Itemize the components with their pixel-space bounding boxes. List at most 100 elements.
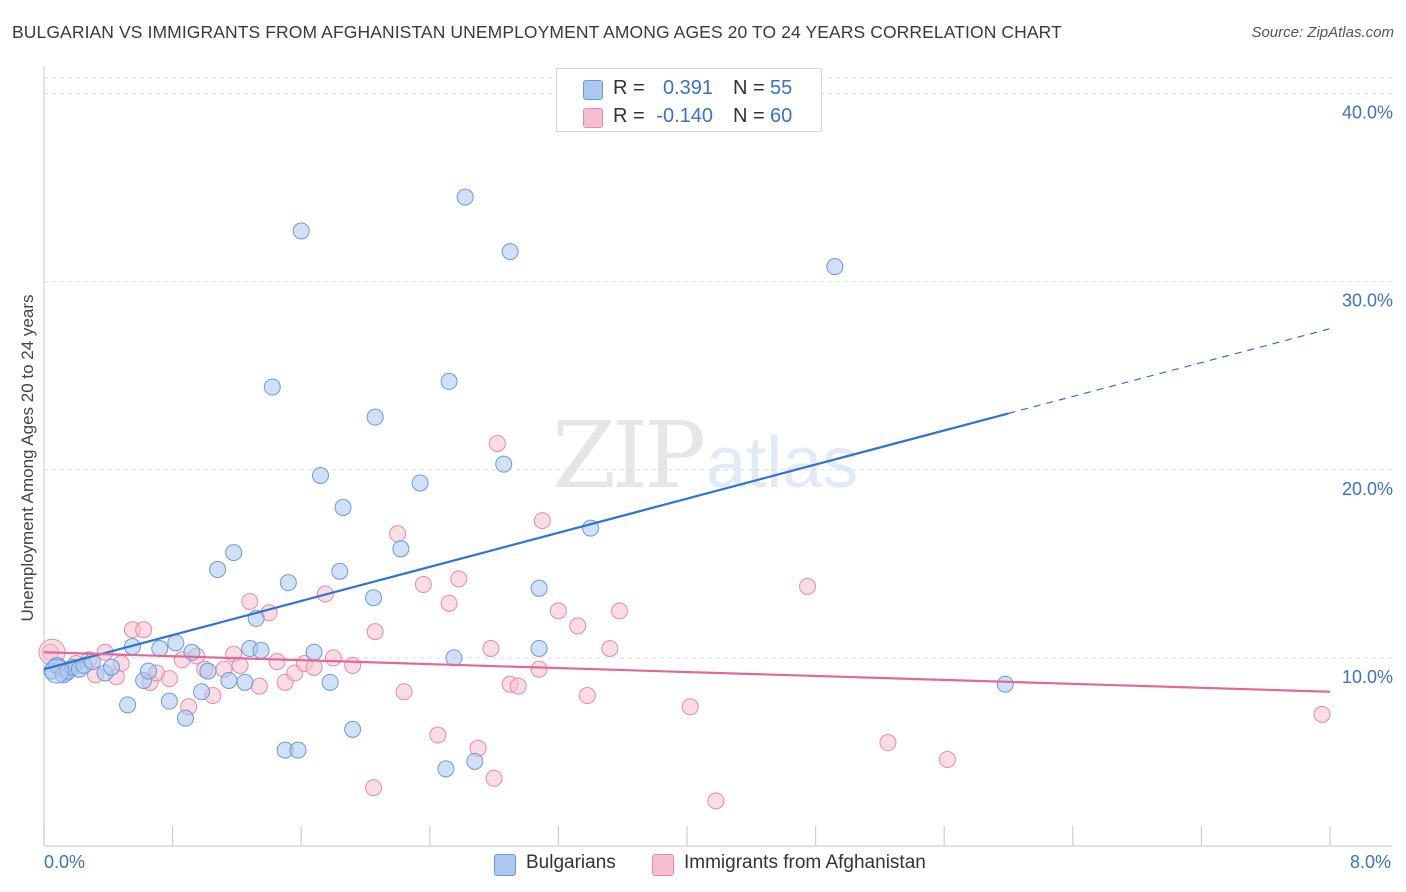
data-point-afghanistan <box>530 660 548 678</box>
data-point-bulgarians <box>305 643 323 661</box>
data-point-bulgarians <box>392 540 410 558</box>
data-point-afghanistan <box>268 653 286 671</box>
trend-line-bulgarians-extension <box>1008 328 1331 414</box>
data-point-bulgarians <box>311 466 329 484</box>
data-point-afghanistan <box>799 577 817 595</box>
legend-n-label: N = <box>733 77 765 99</box>
data-point-bulgarians <box>225 544 243 562</box>
trend-lines <box>43 328 1331 693</box>
data-point-bulgarians <box>466 752 484 770</box>
data-point-bulgarians <box>263 378 281 396</box>
y-tick-label: 30.0% <box>1342 291 1393 311</box>
data-point-bulgarians <box>236 673 254 691</box>
data-point-bulgarians <box>119 696 137 714</box>
y-tick-label: 10.0% <box>1342 667 1393 687</box>
data-point-afghanistan <box>485 769 503 787</box>
data-point-afghanistan <box>549 602 567 620</box>
data-point-bulgarians <box>139 662 157 680</box>
data-point-bulgarians <box>826 258 844 276</box>
data-point-afghanistan <box>533 512 551 530</box>
data-point-bulgarians <box>331 562 349 580</box>
series-afghanistan-points <box>38 434 1331 810</box>
data-point-afghanistan <box>601 640 619 657</box>
data-point-afghanistan <box>1313 705 1331 723</box>
data-point-bulgarians <box>193 683 211 701</box>
legend-n-value: 55 <box>770 77 793 99</box>
data-point-afghanistan <box>231 656 249 674</box>
data-point-afghanistan <box>365 779 383 797</box>
data-point-afghanistan <box>578 687 596 705</box>
data-point-afghanistan <box>488 434 506 452</box>
data-point-afghanistan <box>389 525 407 543</box>
data-point-afghanistan <box>414 576 432 594</box>
data-point-afghanistan <box>440 594 458 612</box>
legend-r-value: 0.391 <box>662 77 713 99</box>
data-point-afghanistan <box>509 677 527 695</box>
correlation-legend: R = 0.391 N = 55 R = -0.140 N = 60 <box>556 68 822 132</box>
data-point-bulgarians <box>209 561 227 578</box>
data-point-bulgarians <box>437 760 455 778</box>
data-point-bulgarians <box>530 640 548 657</box>
y-tick-label: 40.0% <box>1342 103 1393 123</box>
data-point-afghanistan <box>938 750 956 768</box>
y-axis-label: Unemployment Among Ages 20 to 24 years <box>18 294 37 622</box>
data-point-afghanistan <box>610 602 628 620</box>
data-point-bulgarians <box>334 498 352 516</box>
data-point-bulgarians <box>220 671 238 689</box>
data-point-afghanistan <box>135 621 153 639</box>
data-point-bulgarians <box>252 641 270 659</box>
data-point-bulgarians <box>176 709 194 727</box>
data-point-afghanistan <box>366 623 384 641</box>
data-point-afghanistan <box>344 656 362 674</box>
data-point-bulgarians <box>495 455 513 473</box>
data-point-bulgarians <box>456 188 474 206</box>
data-point-bulgarians <box>530 579 548 597</box>
data-point-afghanistan <box>569 617 587 635</box>
data-point-afghanistan <box>429 726 447 744</box>
data-point-afghanistan <box>395 683 413 701</box>
data-point-afghanistan <box>450 570 468 588</box>
data-point-bulgarians <box>365 589 383 607</box>
legend-n-value: 60 <box>770 105 793 127</box>
legend-r-label: R = <box>613 77 645 99</box>
y-tick-label: 20.0% <box>1342 479 1393 499</box>
data-point-bulgarians <box>411 474 429 492</box>
data-point-bulgarians <box>151 640 169 657</box>
legend-row-afghanistan: R = -0.140 N = 60 <box>557 103 821 131</box>
data-point-afghanistan <box>324 649 342 667</box>
legend-label-bulgarians: Bulgarians <box>526 852 616 873</box>
data-point-bulgarians <box>501 243 519 261</box>
data-point-afghanistan <box>707 792 725 810</box>
data-point-bulgarians <box>366 408 384 426</box>
legend-r-label: R = <box>613 105 645 127</box>
data-point-afghanistan <box>879 734 897 752</box>
source-label: Source: ZipAtlas.com <box>1251 24 1394 41</box>
legend-label-afghanistan: Immigrants from Afghanistan <box>684 852 926 873</box>
legend-swatch-pink <box>652 854 674 876</box>
data-point-bulgarians <box>199 662 217 680</box>
legend-swatch-blue <box>494 854 516 876</box>
legend-swatch-pink <box>583 108 603 128</box>
data-point-bulgarians <box>279 574 297 592</box>
data-point-bulgarians <box>440 372 458 390</box>
legend-swatch-blue <box>583 80 603 100</box>
data-point-afghanistan <box>681 698 699 716</box>
x-tick-label-max: 8.0% <box>1350 852 1392 872</box>
x-tick-label-min: 0.0% <box>44 852 86 872</box>
data-point-bulgarians <box>292 222 310 240</box>
data-point-bulgarians <box>996 675 1014 693</box>
trend-line-bulgarians <box>43 412 1009 671</box>
trend-line-afghanistan <box>43 651 1331 693</box>
data-point-afghanistan <box>250 677 268 695</box>
y-tick-labels: 10.0% 20.0% 30.0% 40.0% <box>1342 103 1393 687</box>
data-point-bulgarians <box>167 634 185 652</box>
data-point-afghanistan <box>160 670 178 688</box>
series-bulgarians-points <box>43 188 1014 778</box>
data-point-bulgarians <box>160 692 178 710</box>
data-point-bulgarians <box>445 649 463 667</box>
gridlines <box>44 77 1392 659</box>
axes <box>43 66 1392 847</box>
series-legend: Bulgarians Immigrants from Afghanistan <box>0 852 1406 878</box>
data-point-bulgarians <box>321 673 339 691</box>
